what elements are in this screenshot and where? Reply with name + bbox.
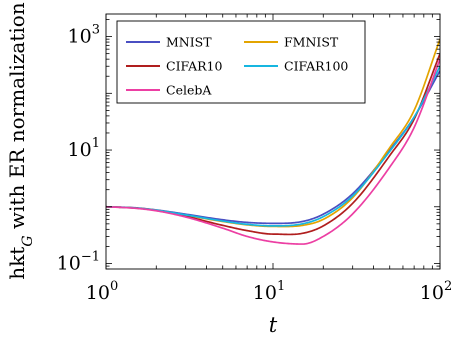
ticks-layer [105,14,441,270]
y-axis-label: hktG with ER normalization [5,2,36,279]
x-axis-label: t [269,313,278,337]
legend: MNIST FMNIST CIFAR10 CIFAR100 CelebA [116,20,366,104]
legend-label-cifar10: CIFAR10 [166,59,222,74]
y-tick-label: 101 [68,136,100,161]
series-layer [106,38,440,245]
legend-label-fmnist: FMNIST [284,35,339,50]
legend-label-celeba: CelebA [166,83,212,98]
legend-label-mnist: MNIST [166,35,212,50]
x-tick-label: 100 [86,279,118,304]
x-tick-labels: 100 101 102 [86,279,452,304]
x-tick-label: 101 [253,279,285,304]
series-line-celeba [106,58,440,245]
y-tick-label: 10−1 [57,250,100,275]
x-tick-label: 102 [420,279,452,304]
y-tick-label: 103 [68,23,100,48]
legend-label-cifar100: CIFAR100 [284,59,348,74]
y-tick-labels: 10−1 101 103 [57,23,100,275]
